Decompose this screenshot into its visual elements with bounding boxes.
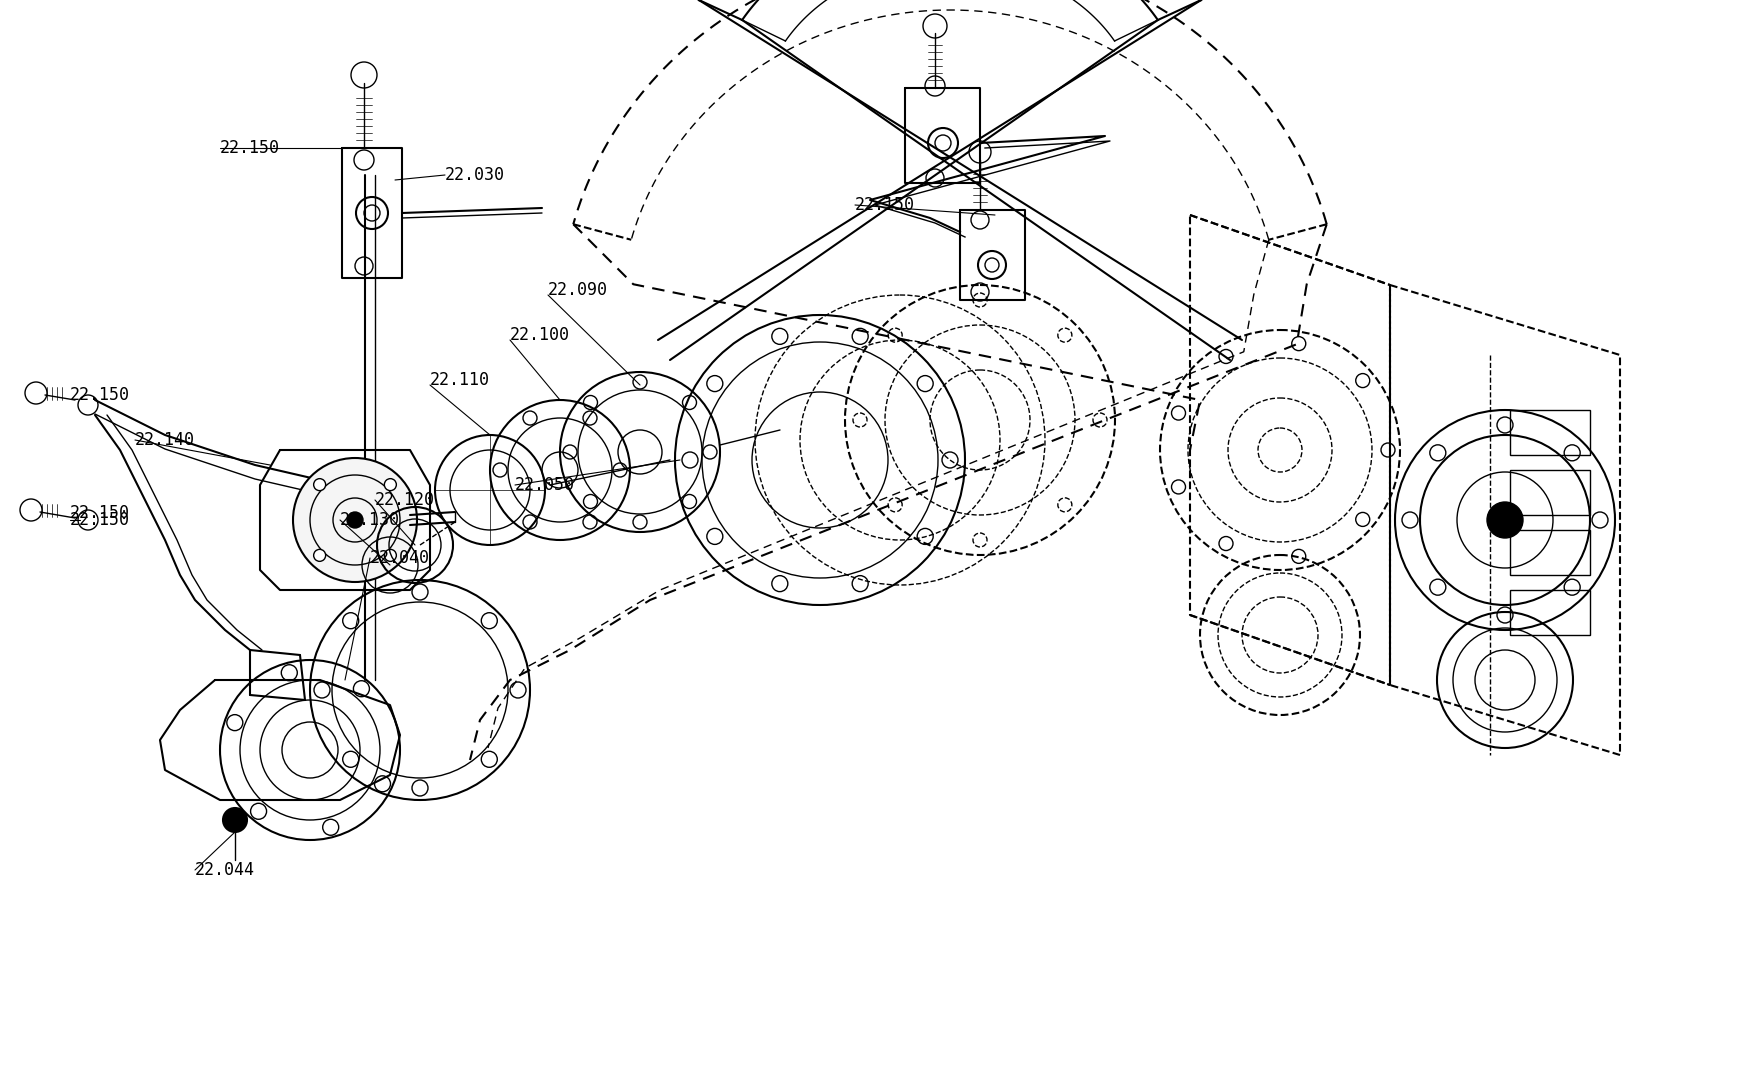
Text: 22.130: 22.130 [339,511,400,529]
Bar [1509,590,1589,635]
Bar [1509,530,1589,575]
Circle shape [223,808,247,832]
Text: 22.150: 22.150 [854,196,915,214]
Text: 22.090: 22.090 [548,281,607,299]
Text: 22.100: 22.100 [510,326,570,343]
Circle shape [1487,502,1522,538]
Text: 22.120: 22.120 [376,491,435,509]
Bar [1509,410,1589,455]
Text: 22.150: 22.150 [70,386,130,404]
Text: 22.050: 22.050 [515,476,574,494]
Circle shape [313,549,325,562]
Text: 22.030: 22.030 [445,166,504,184]
Text: 22.044: 22.044 [195,861,256,878]
Circle shape [384,478,396,491]
Text: 22.150: 22.150 [70,504,130,522]
Bar [1509,470,1589,515]
Text: 22.150: 22.150 [219,139,280,157]
Text: 22.110: 22.110 [430,371,490,389]
Circle shape [313,478,325,491]
Circle shape [384,549,396,562]
Text: 22.140: 22.140 [136,431,195,449]
Circle shape [346,513,363,528]
Circle shape [292,458,417,582]
Text: 22.150: 22.150 [70,511,130,529]
Text: 22.040: 22.040 [370,549,430,567]
